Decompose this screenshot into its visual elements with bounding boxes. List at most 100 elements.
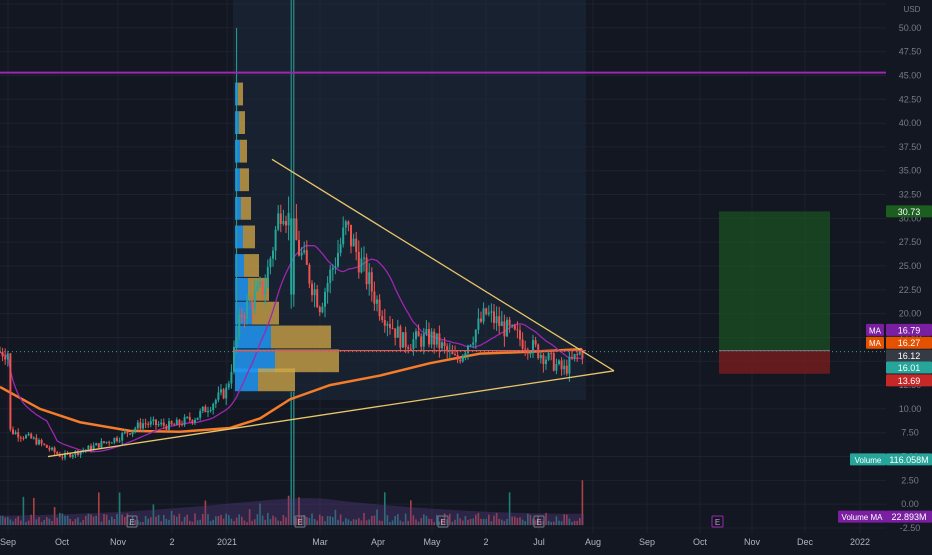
volume-bar [103,513,105,526]
volume-bar [324,521,326,526]
ma-short-value-bg [886,323,932,336]
volume-bar [313,518,316,526]
volume-bar [290,391,292,526]
candle-body [381,316,384,320]
volume-bar [493,515,495,526]
candle-body [552,353,555,371]
volume-bar [420,518,422,526]
volume-bar [277,520,279,526]
time-axis-bg [0,533,932,550]
candle-body [461,355,464,362]
candle-body [199,410,202,418]
volume-bar [563,514,565,526]
price-axis[interactable]: USD 50.00 47.50 45.00 42.50 40.00 37.50 35.00 32… [886,0,932,550]
time-tick: Mar [312,537,328,547]
position-tool[interactable] [719,211,830,374]
target-price-label: 30.73 [898,207,921,217]
candle-body [53,447,56,453]
candle-body [303,250,306,253]
candle-body [360,258,363,273]
volume-bar [157,514,160,526]
volume-bar [199,519,201,526]
volume-bar [316,520,318,526]
volume-bar [368,519,370,526]
volume-bar [529,514,532,526]
candle-body [480,318,482,322]
volume-bar [186,514,188,526]
candle-body [365,257,368,285]
candle-body [40,440,43,444]
volume-bar [537,516,539,526]
earnings-marker-label: E [536,518,541,527]
volume-bar [9,519,12,526]
volume-bar [521,519,524,526]
candle-body [456,354,459,360]
volume-bar [181,521,183,526]
candle-body [500,321,503,327]
candle-body [230,371,233,384]
volume-bar [454,519,456,526]
volume-profile-down [240,139,247,163]
candle-body [204,406,207,413]
candle-body [490,311,493,313]
volume-bar [285,517,287,526]
volume-bar [165,518,168,526]
candle-body [550,352,553,354]
candle-body [347,221,350,225]
price-tick: 42.50 [899,94,922,104]
volume-bar [350,520,352,526]
time-tick: Sep [639,537,655,547]
volume-bar [87,513,90,526]
volume-bar [131,516,134,526]
candle-body [105,441,108,443]
volume-bar [321,516,324,526]
price-tick: 32.50 [899,190,922,200]
candle-body [560,360,563,370]
volume-bar [246,522,248,526]
ma-short-name: MA [869,326,882,335]
candle-body [404,332,407,348]
volume-bar [560,521,563,526]
time-tick: Oct [693,537,708,547]
candle-body [4,356,7,360]
candle-body [134,428,137,431]
time-axis[interactable]: Sep Oct Nov 2 2021 Mar Apr May 2 Jul Aug Sep Oct Nov D… [0,533,932,550]
candle-body [295,218,298,241]
volume-bar [20,520,22,526]
volume-bar [545,512,547,526]
volume-bar [118,492,121,526]
earnings-marker [126,515,138,528]
candle-body [563,365,566,370]
volume-bar [33,497,35,526]
earnings-marker [533,515,545,528]
volume-profile-down [243,225,255,249]
volume-bar [472,518,474,526]
volume-bar [144,515,147,526]
candle-body [277,213,280,230]
volume-bar [485,518,487,526]
time-tick: Nov [744,537,761,547]
volume-bar [194,513,196,526]
candle-body [84,449,87,451]
volume-bar [373,515,376,526]
candle-body [386,323,389,326]
candle-body [214,399,217,404]
candle-body [409,348,412,350]
candle-body [212,403,215,411]
volume-value-bg [886,453,932,466]
volume-bar [345,518,347,526]
candle-body [56,452,59,454]
volume-bar [30,514,32,526]
volume-bar [438,521,441,526]
volume-bar [397,514,399,526]
support-trendline [47,370,615,458]
volume-bar [579,518,581,526]
candle-body [311,283,313,296]
currency-label: USD [904,5,921,14]
volume-bar [456,513,459,526]
candle-body [22,437,25,439]
volume-bar [514,516,516,526]
volume-bar [251,520,253,526]
earnings-marker-upcoming [711,515,724,528]
